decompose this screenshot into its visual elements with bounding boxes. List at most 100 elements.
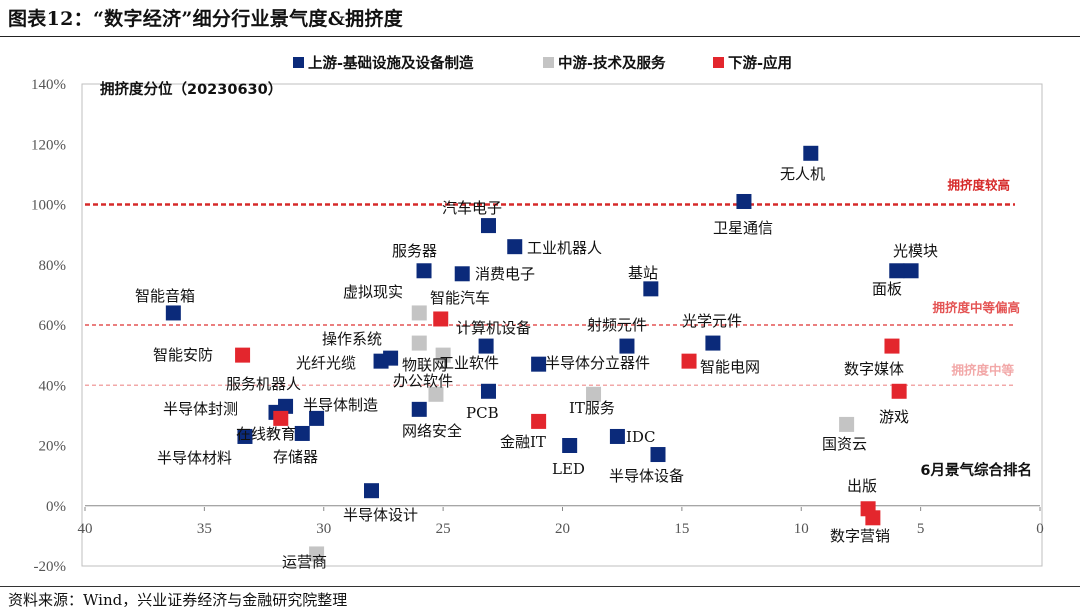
point-label: 半导体材料 [157,449,232,467]
data-point [531,356,547,372]
point-label: 半导体分立器件 [545,354,650,372]
data-point [650,447,666,463]
point-label: 工业软件 [439,354,499,372]
title-rule [0,36,1080,37]
legend-swatch [713,57,724,68]
data-point [411,401,427,417]
axis-ticks: 140% 120% 100% 80% 60% 40% 20% 0% -20% 40 35 30 25 20… [31,77,1044,575]
point-label: 运营商 [282,553,327,571]
point-label: 基站 [628,264,658,282]
point-label: 汽车电子 [442,199,502,217]
data-point [865,510,881,526]
y-tick-label: 80% [39,258,67,274]
data-point [237,428,253,444]
point-label: IT服务 [569,399,615,417]
legend-swatch [293,57,304,68]
y-tick-label: 20% [39,439,67,455]
point-label: 虚拟现实 [343,283,403,301]
reference-line-label: 拥挤度中等 [951,362,1014,377]
y-tick-label: 120% [31,137,66,153]
source-note: 资料来源：Wind，兴业证券经济与金融研究院整理 [8,591,348,609]
data-point [411,335,427,351]
point-label: 半导体设计 [343,506,418,524]
reference-line-label: 拥挤度较高 [947,178,1010,193]
data-points [165,145,919,562]
x-tick-label: 0 [1036,521,1044,537]
point-label: 数字营销 [830,527,890,545]
x-tick-label: 20 [555,521,570,537]
point-label: 半导体设备 [609,467,684,485]
point-label: 数字媒体 [844,360,904,378]
point-label: IDC [626,428,655,446]
point-label: 卫星通信 [713,219,773,237]
y-axis-title: 拥挤度分位（20230630） [100,80,282,98]
point-label: 工业机器人 [527,239,602,257]
data-point [480,383,496,399]
x-tick-label: 40 [78,521,93,537]
point-label: 计算机设备 [456,319,531,337]
data-point [705,335,721,351]
legend-label: 下游-应用 [728,54,792,72]
point-label: 智能汽车 [430,289,490,307]
data-point [364,483,379,499]
data-point [309,410,325,426]
legend-label: 中游-技术及服务 [558,54,666,72]
point-label: 服务机器人 [226,375,301,393]
data-point [891,383,907,399]
legend-label: 上游-基础设施及设备制造 [308,54,474,72]
point-label: 光学元件 [682,312,742,330]
plot-frame [81,83,1043,567]
y-tick-label: 140% [31,77,66,93]
data-point [609,428,625,444]
x-tick-label: 10 [794,521,809,537]
data-point [433,311,449,327]
data-point [435,347,451,363]
data-point [383,350,399,366]
data-point [480,218,496,234]
point-label: LED [552,460,585,478]
point-label: 服务器 [392,242,437,260]
data-point [478,338,494,354]
x-axis-title: 6月景气综合排名 [920,461,1032,479]
data-point [309,546,325,562]
data-point [454,266,470,282]
x-tick-label: 35 [197,521,212,537]
y-tick-label: -20% [34,559,67,575]
data-point [884,338,900,354]
figure-title: 图表12：“数字经济”细分行业景气度&拥挤度 [8,8,404,30]
point-label: 办公软件 [393,372,453,390]
legend-swatch [543,57,554,68]
point-label: 在线教育 [236,425,296,443]
x-tick-label: 15 [674,521,689,537]
data-point [165,305,181,321]
data-point [273,410,289,426]
point-label: 存储器 [273,448,318,466]
point-label: 射频元件 [587,316,647,334]
data-point [416,263,432,279]
data-point [736,193,752,209]
data-point [586,386,602,402]
point-label: 半导体制造 [303,396,378,414]
data-point [839,416,855,432]
data-point [411,305,427,321]
point-label: PCB [466,404,499,422]
point-label: 操作系统 [322,330,382,348]
x-tick-label: 5 [917,521,925,537]
data-point [235,347,251,363]
data-point [294,425,310,441]
data-point [643,281,659,297]
point-label: 面板 [872,280,902,298]
y-tick-label: 0% [46,499,66,515]
point-label: 无人机 [780,165,825,183]
y-tick-label: 100% [31,198,66,214]
data-point [889,263,905,279]
y-tick-label: 60% [39,318,67,334]
point-label: 光模块 [893,242,938,260]
data-point [903,263,919,279]
point-label: 消费电子 [475,265,535,283]
scatter-chart: 140% 120% 100% 80% 60% 40% 20% 0% -20% 40 35 30 25 20… [31,54,1044,575]
data-point [507,239,523,255]
data-point [681,353,697,369]
point-label: 光纤光缆 [296,354,356,372]
